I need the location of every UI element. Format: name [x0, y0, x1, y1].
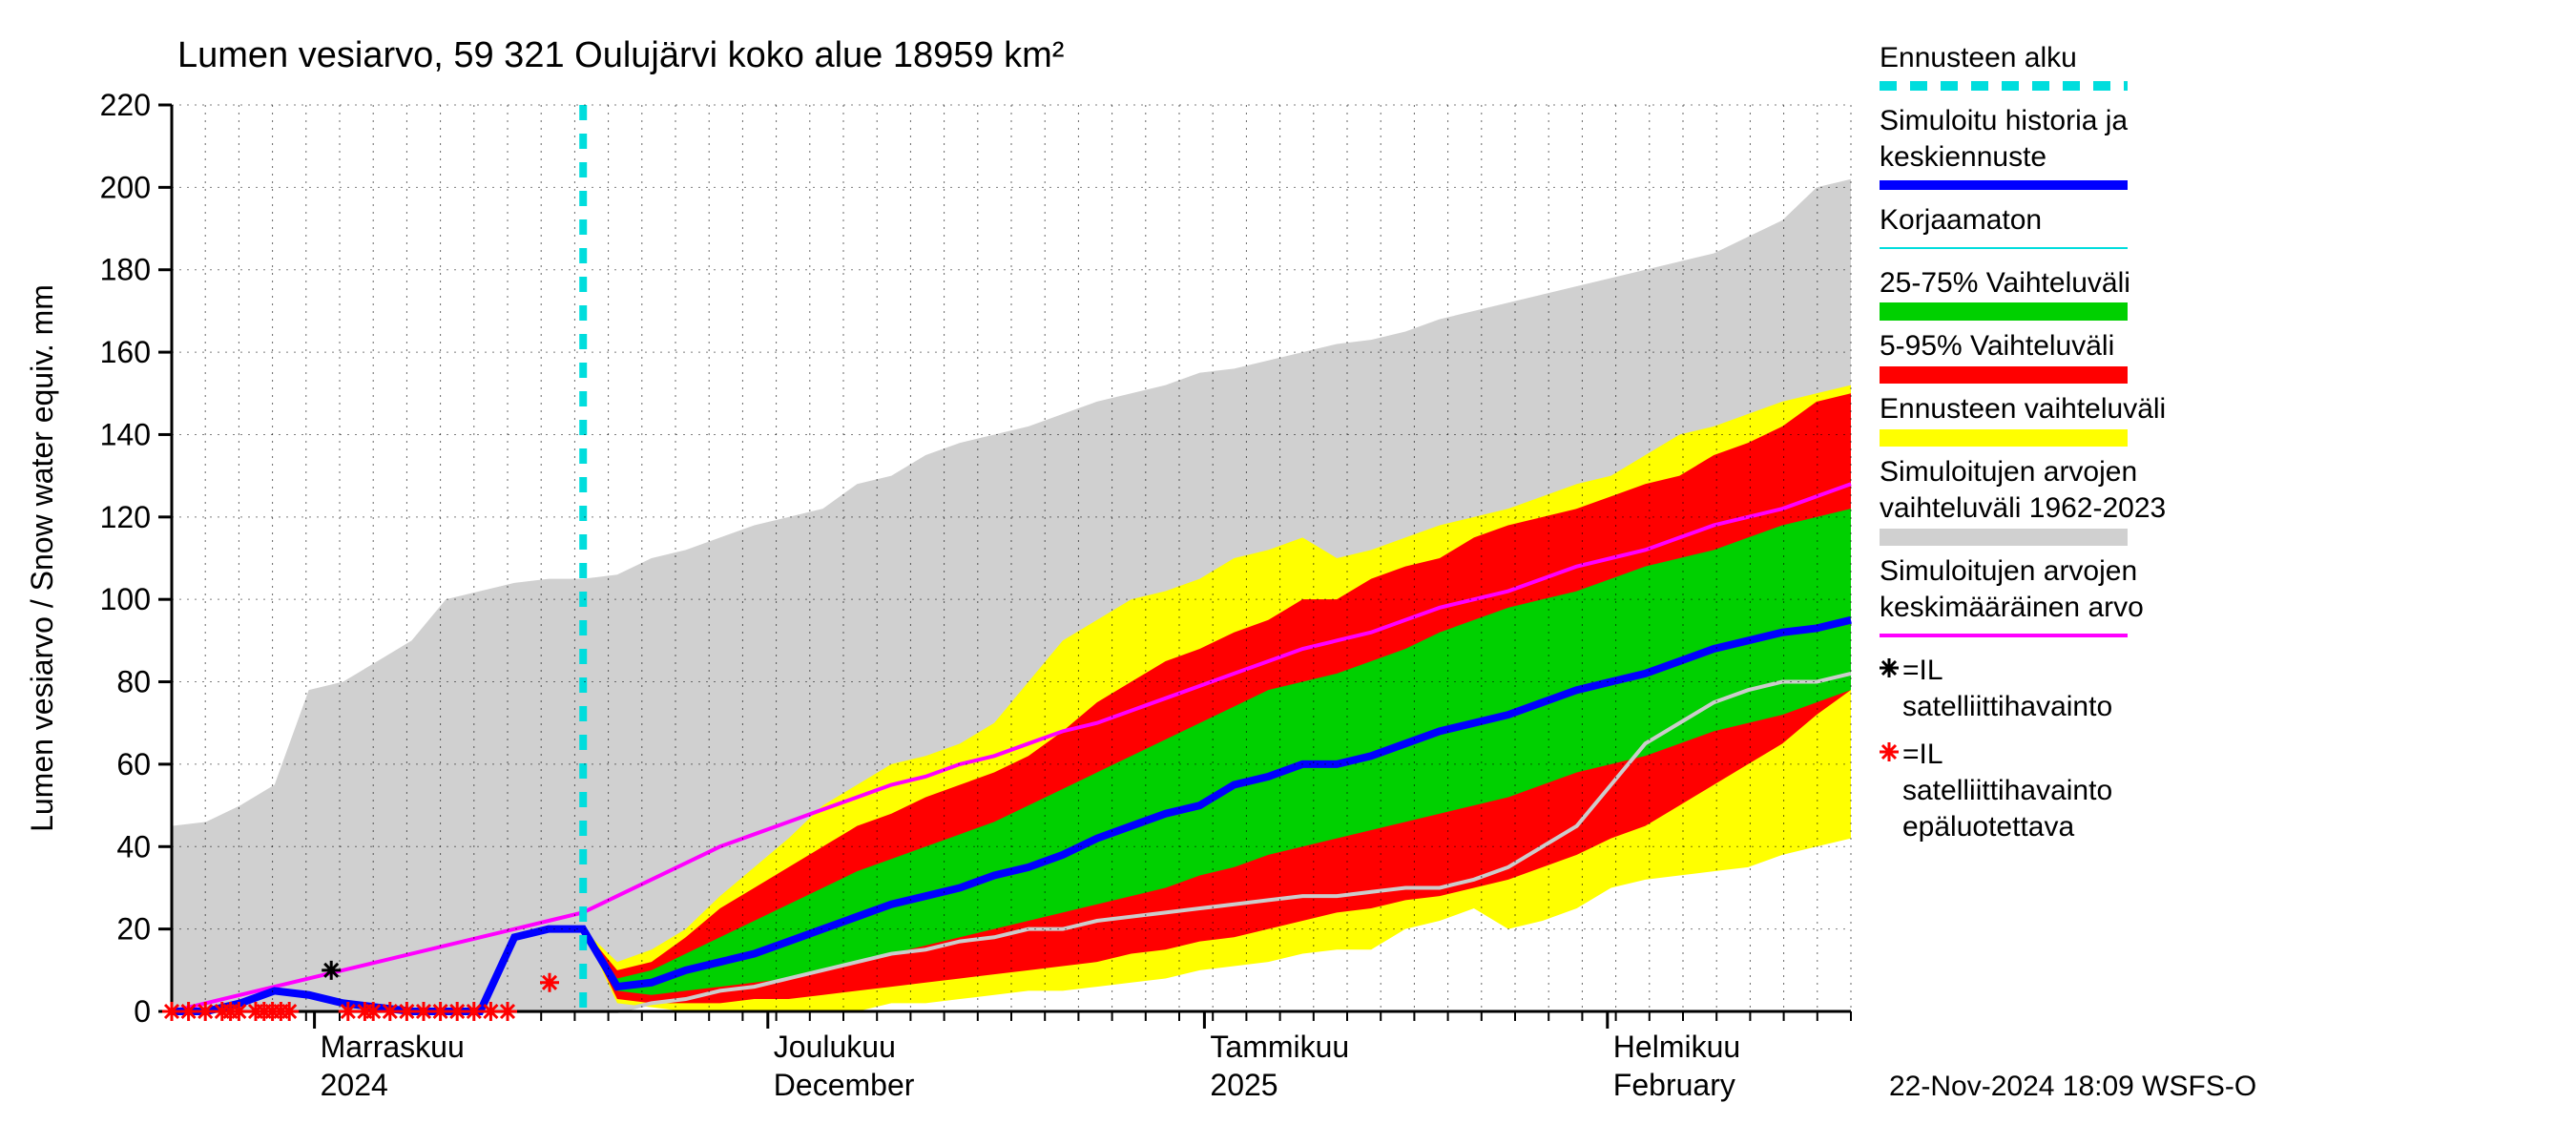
xtick-label: Tammikuu — [1210, 1030, 1349, 1064]
chart-footer: 22-Nov-2024 18:09 WSFS-O — [1889, 1071, 2256, 1102]
ytick-label: 20 — [116, 912, 151, 947]
chart-container: 0 20 40 60 80 100 120 140 160 180 200 220 Marraskuu 2… — [0, 0, 2576, 1145]
xtick-sublabel: 2025 — [1210, 1068, 1278, 1102]
xtick-label: Marraskuu — [321, 1030, 465, 1064]
ytick-label: 120 — [100, 500, 151, 534]
xtick-sublabel: February — [1613, 1068, 1735, 1102]
ytick-label: 0 — [134, 994, 151, 1029]
legend-label: =IL — [1902, 655, 1943, 686]
legend-label: Simuloitujen arvojen — [1880, 456, 2137, 488]
legend-label: 5-95% Vaihteluväli — [1880, 330, 2114, 362]
chart-title: Lumen vesiarvo, 59 321 Oulujärvi koko al… — [177, 35, 1064, 75]
xtick-label: Joulukuu — [774, 1030, 896, 1064]
legend-label: Korjaamaton — [1880, 204, 2042, 236]
legend-label: Ennusteen vaihteluväli — [1880, 393, 2166, 425]
chart-svg: 0 20 40 60 80 100 120 140 160 180 200 220 Marraskuu 2… — [0, 0, 2576, 1145]
ytick-label: 220 — [100, 88, 151, 122]
legend-label: =IL — [1902, 739, 1943, 770]
xtick-label: Helmikuu — [1613, 1030, 1740, 1064]
legend-label: Simuloitujen arvojen — [1880, 555, 2137, 587]
legend-label: Simuloitu historia ja — [1880, 105, 2128, 136]
xtick-sublabel: 2024 — [321, 1068, 388, 1102]
legend-label: keskimääräinen arvo — [1880, 592, 2144, 623]
xtick-sublabel: December — [774, 1068, 915, 1102]
ytick-label: 160 — [100, 335, 151, 369]
legend-label: keskiennuste — [1880, 141, 2046, 173]
ytick-label: 200 — [100, 170, 151, 204]
legend-label: Ennusteen alku — [1880, 42, 2077, 73]
ytick-label: 100 — [100, 582, 151, 616]
ytick-label: 180 — [100, 253, 151, 287]
legend-label: vaihteluväli 1962-2023 — [1880, 492, 2166, 524]
y-axis-label: Lumen vesiarvo / Snow water equiv. mm — [25, 284, 59, 832]
legend-label: satelliittihavainto — [1902, 691, 2112, 722]
ytick-label: 60 — [116, 747, 151, 781]
legend-label: satelliittihavainto — [1902, 775, 2112, 806]
legend-label: epäluotettava — [1902, 811, 2074, 843]
legend-label: 25-75% Vaihteluväli — [1880, 267, 2130, 299]
ytick-label: 140 — [100, 417, 151, 451]
ytick-label: 80 — [116, 665, 151, 699]
ytick-label: 40 — [116, 829, 151, 864]
